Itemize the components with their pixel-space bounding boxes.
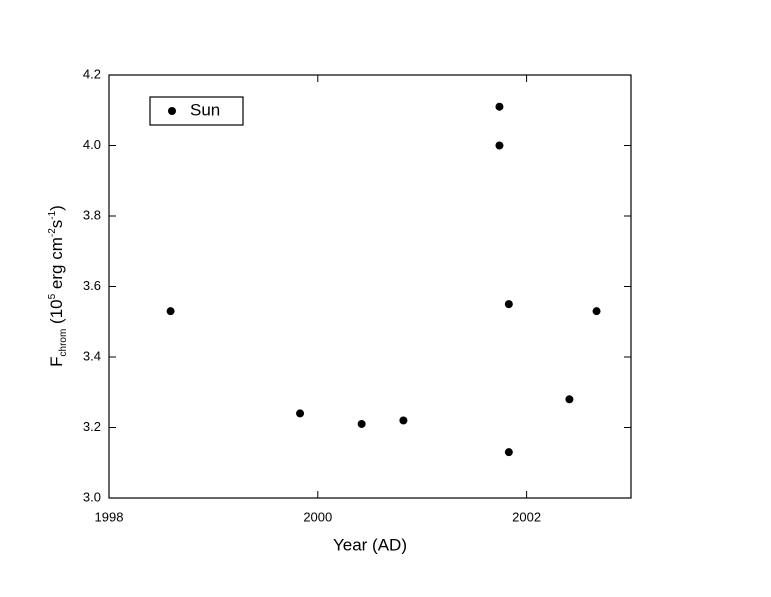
data-point <box>495 141 504 150</box>
data-point <box>504 300 513 309</box>
legend-label: Sun <box>190 100 220 119</box>
y-tick-label: 4.0 <box>83 137 101 152</box>
legend-marker <box>168 107 176 115</box>
plot-frame <box>108 74 632 499</box>
y-tick-label: 3.2 <box>83 419 101 434</box>
y-tick-label: 4.2 <box>83 66 101 81</box>
y-tick-label: 3.0 <box>83 489 101 504</box>
data-point <box>592 307 601 316</box>
x-tick-label: 2000 <box>303 509 332 524</box>
y-label-part: ) <box>47 205 66 211</box>
y-label-part: s <box>47 220 66 229</box>
x-tick-label: 2002 <box>512 509 541 524</box>
y-label-part: chrom <box>58 329 69 357</box>
y-axis-label: Fchrom (105 erg cm-2s-1) <box>47 205 69 367</box>
y-label-part: erg cm <box>47 237 66 294</box>
y-label-part: -1 <box>47 210 58 219</box>
y-label-part: F <box>47 356 66 366</box>
data-point <box>565 395 574 404</box>
y-tick-label: 3.8 <box>83 207 101 222</box>
x-axis-label: Year (AD) <box>333 535 407 554</box>
y-tick-label: 3.6 <box>83 278 101 293</box>
data-point <box>504 448 513 457</box>
data-point <box>296 409 305 418</box>
y-label-part: (10 <box>47 299 66 328</box>
y-tick-label: 3.4 <box>83 348 101 363</box>
legend-box <box>149 96 244 126</box>
y-label-part: 5 <box>47 293 58 299</box>
data-point <box>495 102 504 111</box>
data-point <box>166 307 175 316</box>
data-point <box>357 419 366 428</box>
data-point <box>399 416 408 425</box>
y-label-part: -2 <box>47 228 58 237</box>
x-tick-label: 1998 <box>95 509 124 524</box>
